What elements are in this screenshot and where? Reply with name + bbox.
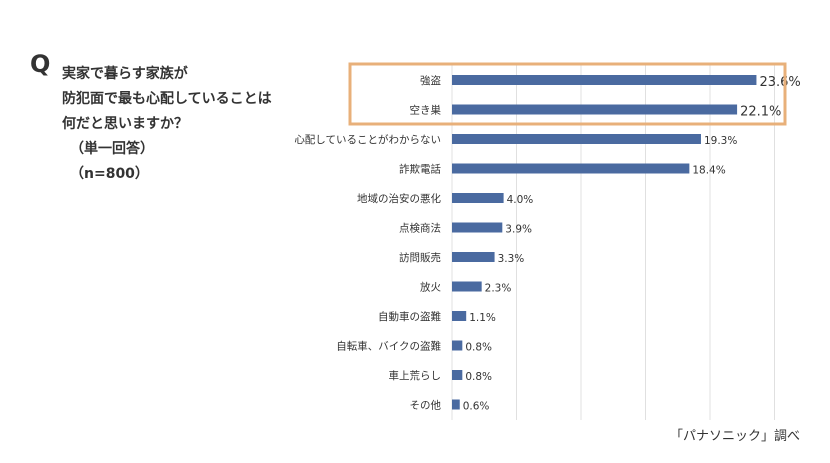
value-label: 23.6% bbox=[759, 75, 800, 90]
bar bbox=[452, 193, 504, 203]
bar bbox=[452, 75, 757, 85]
question-mark: Q bbox=[30, 50, 51, 78]
question-text: 実家で暮らす家族が 防犯面で最も心配していることは 何だと思いますか？ （単一回… bbox=[62, 62, 272, 187]
value-label: 19.3% bbox=[704, 135, 737, 147]
bar bbox=[452, 311, 467, 321]
value-label: 4.0% bbox=[507, 194, 534, 206]
bar bbox=[452, 134, 701, 144]
category-label: 訪問販売 bbox=[399, 251, 441, 264]
value-label: 1.1% bbox=[469, 312, 496, 324]
category-label: 地域の治安の悪化 bbox=[357, 192, 441, 205]
value-label: 3.3% bbox=[498, 253, 525, 265]
highlight-box bbox=[348, 62, 787, 126]
category-label: その他 bbox=[410, 399, 442, 412]
bar bbox=[452, 222, 503, 233]
category-label: 自動車の盗難 bbox=[378, 310, 441, 323]
answer-method: （単一回答） bbox=[70, 141, 154, 157]
category-label: 強盗 bbox=[420, 74, 441, 87]
question-line-1: 実家で暮らす家族が bbox=[62, 66, 188, 82]
category-label: 自転車、バイクの盗難 bbox=[336, 340, 441, 353]
question-line-3: 何だと思いますか？ bbox=[62, 116, 188, 132]
sample-size: （n=800） bbox=[70, 166, 149, 182]
value-label: 3.9% bbox=[505, 224, 532, 236]
bar bbox=[452, 163, 690, 174]
value-label: 2.3% bbox=[485, 283, 512, 295]
bar bbox=[452, 399, 460, 410]
category-label: 空き巣 bbox=[410, 104, 442, 117]
category-label: 点検商法 bbox=[399, 222, 441, 235]
bar bbox=[452, 281, 482, 292]
bar bbox=[452, 370, 463, 380]
source-note: 「パナソニック」調べ bbox=[669, 429, 800, 444]
bar bbox=[452, 252, 495, 262]
value-label: 22.1% bbox=[740, 105, 781, 120]
category-label: 放火 bbox=[420, 281, 441, 294]
bar bbox=[452, 104, 738, 115]
value-label: 18.4% bbox=[692, 165, 725, 177]
bar bbox=[452, 340, 463, 351]
value-label: 0.8% bbox=[465, 371, 492, 383]
value-label: 0.6% bbox=[463, 401, 490, 413]
category-label: 車上荒らし bbox=[389, 369, 442, 382]
category-label: 詐欺電話 bbox=[399, 163, 441, 176]
category-label: 心配していることがわからない bbox=[294, 133, 441, 146]
question-line-2: 防犯面で最も心配していることは bbox=[62, 91, 272, 107]
value-label: 0.8% bbox=[465, 342, 492, 354]
